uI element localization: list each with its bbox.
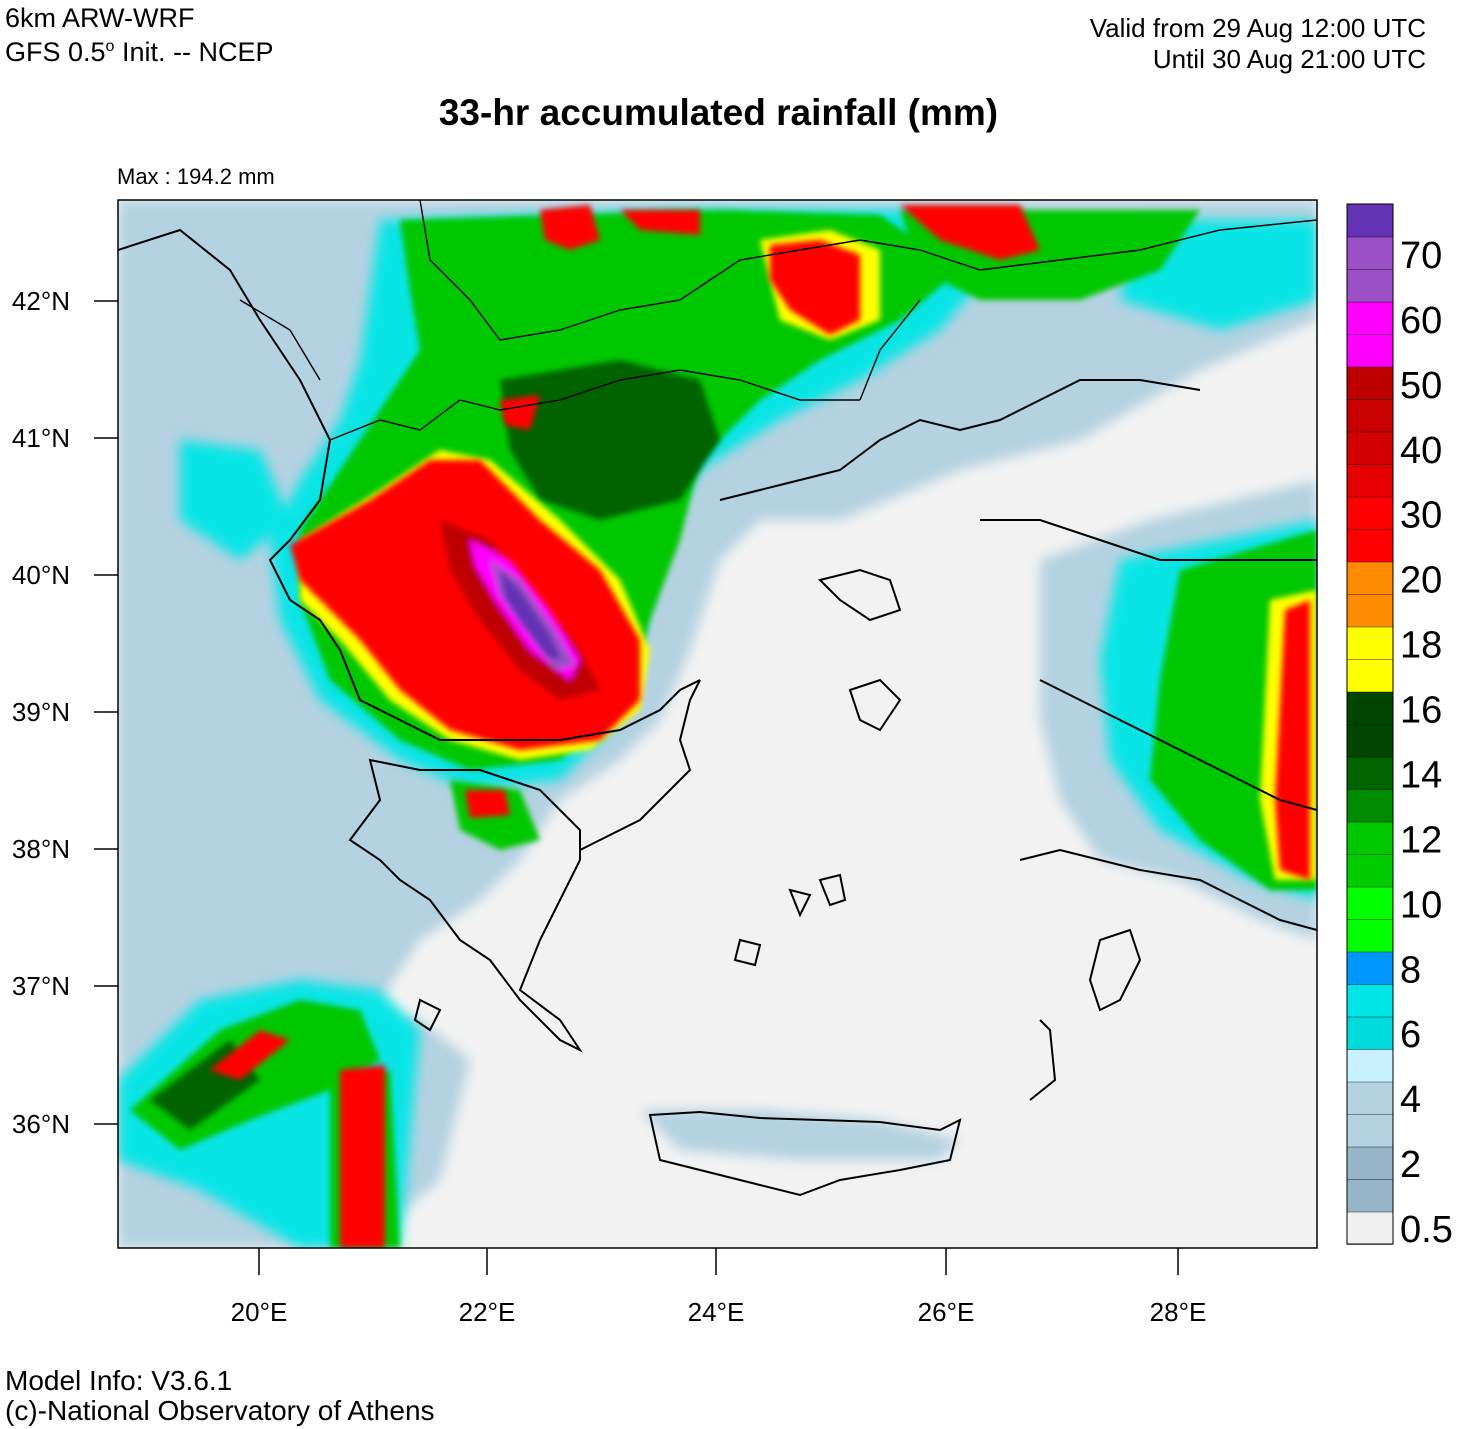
lon-label: 20°E [231, 1297, 288, 1327]
colorbar-band [1346, 236, 1394, 270]
max-label: Max : 194.2 mm [117, 164, 275, 189]
chart-title: 33-hr accumulated rainfall (mm) [438, 92, 999, 133]
colorbar-band [1346, 918, 1394, 953]
colorbar-label: 4 [1400, 1079, 1421, 1121]
colorbar-bands [1346, 203, 1394, 1245]
colorbar-band [1346, 398, 1394, 433]
colorbar-band [1346, 691, 1394, 725]
colorbar-label: 30 [1400, 495, 1442, 537]
colorbar-band [1346, 301, 1394, 335]
lat-label: 39°N [12, 697, 70, 727]
colorbar-band [1346, 463, 1394, 498]
lat-label: 38°N [12, 834, 70, 864]
colorbar-label: 0.5 [1400, 1209, 1453, 1251]
colorbar-label: 18 [1400, 625, 1442, 667]
colorbar-labels: 70 60 50 40 30 20 18 16 14 12 10 8 6 4 2 0.5 [1400, 235, 1453, 1251]
colorbar-band [1346, 1146, 1394, 1180]
extreme-rain-core [440, 520, 600, 700]
colorbar-label: 20 [1400, 560, 1442, 602]
lat-label: 37°N [12, 971, 70, 1001]
colorbar-band [1346, 528, 1394, 563]
colorbar-band [1346, 1211, 1394, 1245]
colorbar-label: 16 [1400, 690, 1442, 732]
colorbar-label: 40 [1400, 430, 1442, 472]
longitude-axis: 20°E 22°E 24°E 26°E 28°E [231, 1248, 1207, 1327]
rainfall-field [118, 200, 1317, 1248]
lon-label: 24°E [688, 1297, 745, 1327]
colorbar-band [1346, 1016, 1394, 1050]
lat-label: 36°N [12, 1109, 70, 1139]
colorbar-band [1346, 1081, 1394, 1115]
lat-label: 42°N [12, 286, 70, 316]
copyright: (c)-National Observatory of Athens [5, 1395, 435, 1426]
valid-until: Until 30 Aug 21:00 UTC [1152, 44, 1426, 74]
colorbar-label: 14 [1400, 754, 1442, 796]
colorbar-label: 12 [1400, 819, 1442, 861]
model-name: 6km ARW-WRF [5, 3, 195, 33]
colorbar-band [1346, 561, 1394, 595]
colorbar-frame [1346, 203, 1394, 1245]
colorbar-band [1346, 983, 1394, 1018]
colorbar-band [1346, 626, 1394, 660]
valid-from: Valid from 29 Aug 12:00 UTC [1089, 13, 1426, 43]
colorbar-band [1346, 431, 1394, 465]
lat-label: 40°N [12, 560, 70, 590]
init-agency: Init. -- NCEP [114, 37, 274, 67]
colorbar-label: 10 [1400, 884, 1442, 926]
map-plot-area [117, 199, 1318, 1249]
colorbar-band [1346, 333, 1394, 368]
colorbar-band [1346, 821, 1394, 855]
colorbar-label: 6 [1400, 1014, 1421, 1056]
lon-label: 28°E [1150, 1297, 1207, 1327]
model-info: Model Info: V3.6.1 [5, 1365, 233, 1396]
colorbar-band [1346, 756, 1394, 790]
colorbar-band [1346, 268, 1394, 303]
colorbar-band [1346, 593, 1394, 628]
colorbar-band [1346, 723, 1394, 758]
colorbar-band [1346, 853, 1394, 888]
colorbar-band [1346, 366, 1394, 400]
colorbar-label: 50 [1400, 365, 1442, 407]
colorbar-band [1346, 1178, 1394, 1213]
colorbar-label: 8 [1400, 949, 1421, 991]
lon-label: 22°E [459, 1297, 516, 1327]
degree-sup: o [105, 38, 115, 55]
latitude-axis: 42°N 41°N 40°N 39°N 38°N 37°N 36°N [12, 286, 118, 1139]
borders [239, 200, 1317, 441]
colorbar-band [1346, 496, 1394, 530]
colorbar-band [1346, 1048, 1394, 1083]
coastlines [118, 228, 1317, 1197]
init-source: GFS 0.5 [5, 37, 106, 67]
model-init: GFS 0.5o Init. -- NCEP [5, 33, 273, 66]
lon-label: 26°E [918, 1297, 975, 1327]
colorbar-band [1346, 886, 1394, 920]
colorbar-label: 70 [1400, 235, 1442, 277]
map-frame [117, 199, 1318, 1249]
colorbar-band [1346, 788, 1394, 823]
colorbar-label: 2 [1400, 1144, 1421, 1186]
colorbar-label: 60 [1400, 300, 1442, 342]
colorbar-band [1346, 951, 1394, 985]
lat-label: 41°N [12, 423, 70, 453]
colorbar-band [1346, 203, 1394, 238]
colorbar: 70 60 50 40 30 20 18 16 14 12 10 8 6 4 2 0.5 [1346, 203, 1453, 1251]
colorbar-band [1346, 658, 1394, 693]
colorbar-band [1346, 1113, 1394, 1148]
